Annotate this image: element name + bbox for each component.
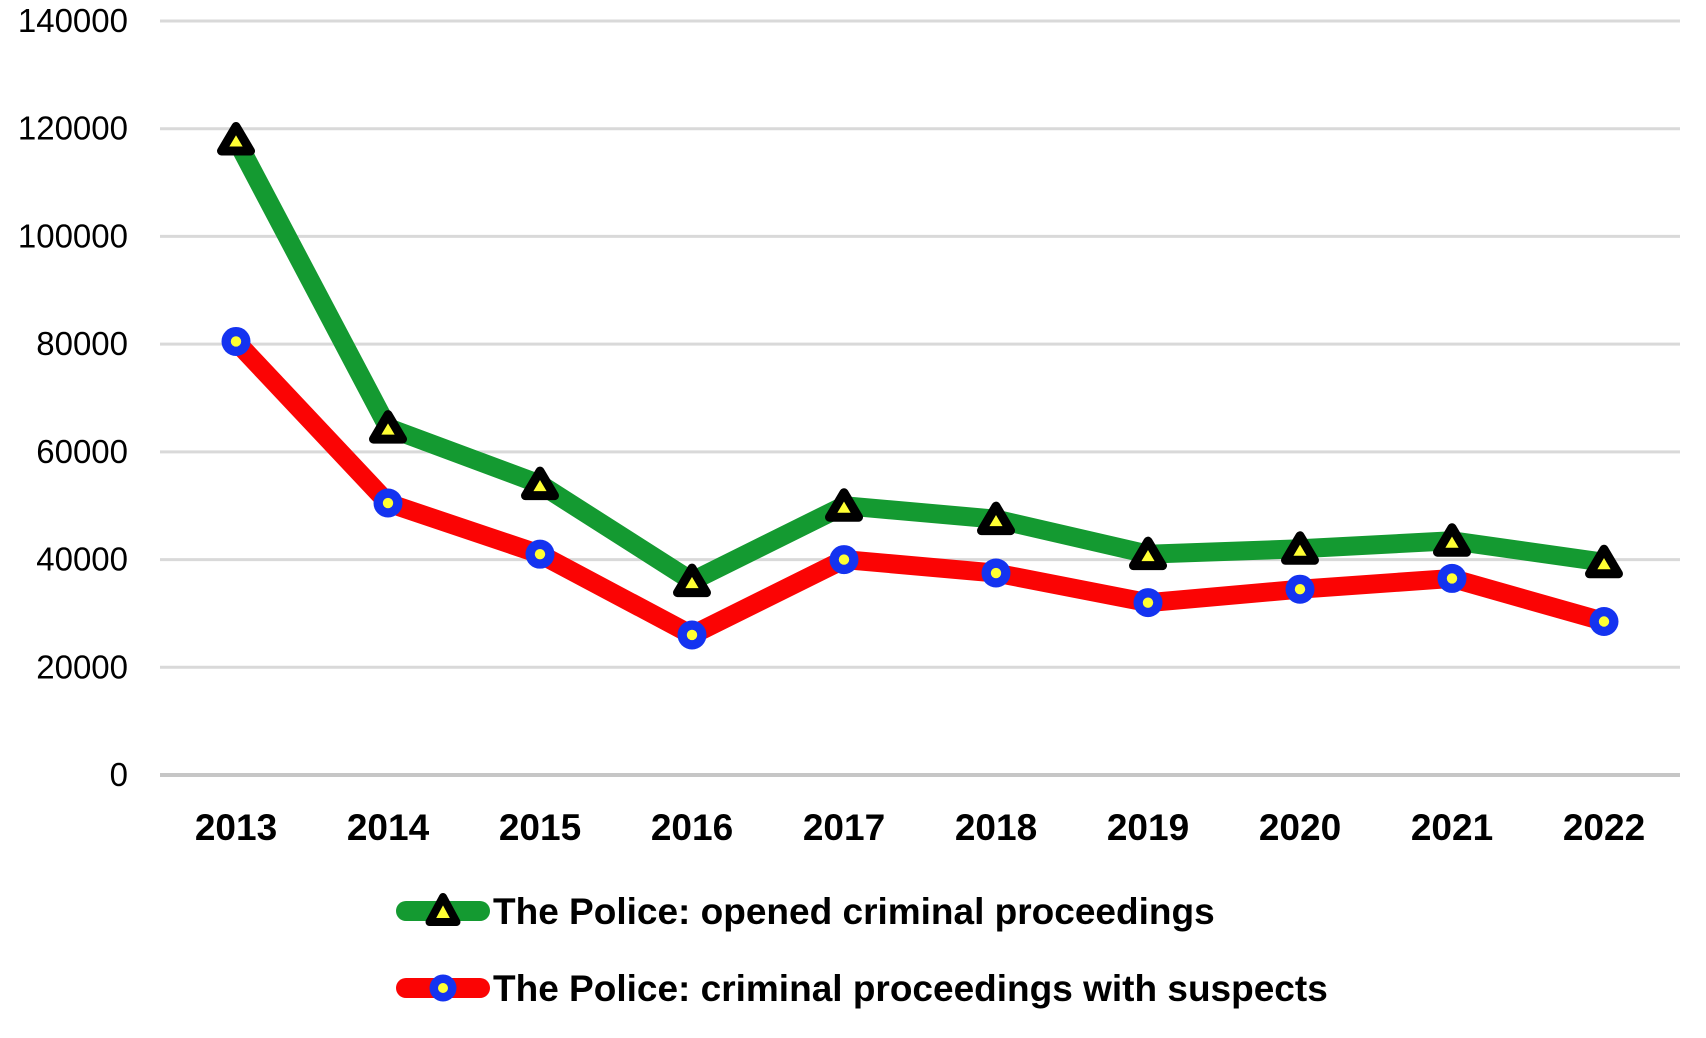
circle-marker-dot [990, 567, 1002, 579]
legend-item-proceedings-with-suspects: The Police: criminal proceedings with su… [393, 966, 1328, 1010]
circle-marker-dot [1142, 597, 1154, 608]
triangle-marker [369, 410, 407, 444]
legend: The Police: opened criminal proceedings … [393, 889, 1328, 1010]
x-axis-tick-label: 2017 [803, 807, 885, 848]
x-axis-tick-label: 2016 [651, 807, 733, 848]
circle-marker-dot [838, 554, 850, 565]
triangle-marker [1129, 536, 1167, 571]
x-axis-tick-label: 2014 [347, 807, 430, 848]
legend-label-opened-proceedings: The Police: opened criminal proceedings [493, 890, 1215, 932]
x-axis-tick-label: 2020 [1259, 807, 1341, 848]
series-line-proceedings-with-suspects [226, 331, 1614, 645]
y-axis-tick-label: 60000 [36, 433, 128, 470]
triangle-marker-icon [425, 893, 461, 926]
x-axis-tick-label: 2018 [955, 807, 1037, 848]
circle-marker-dot [230, 336, 242, 347]
circle-marker-dot [1294, 583, 1306, 595]
y-axis-tick-label: 100000 [18, 217, 128, 254]
legend-circle-series-icon [396, 974, 490, 1002]
triangle-marker [1585, 544, 1623, 579]
circle-marker-dot [534, 548, 546, 560]
triangle-marker [825, 488, 863, 522]
triangle-marker [1433, 523, 1471, 557]
circle-marker-dot [1446, 573, 1458, 584]
x-axis-tick-label: 2015 [499, 807, 581, 848]
circle-marker-dot [1598, 616, 1610, 627]
triangle-marker [1281, 531, 1319, 565]
triangle-marker [977, 501, 1015, 536]
x-axis-tick-label: 2013 [195, 807, 277, 848]
x-axis-tick-label: 2022 [1563, 807, 1645, 848]
y-axis-tick-label: 0 [110, 756, 128, 793]
y-axis-tick-label: 20000 [36, 648, 128, 685]
y-axis-tick-label: 140000 [18, 2, 128, 39]
triangle-marker [521, 466, 559, 501]
legend-triangle-series-icon [396, 893, 490, 926]
y-axis-tick-label: 120000 [18, 110, 128, 147]
circle-marker-dot-icon [438, 983, 448, 993]
circle-marker-dot [686, 629, 698, 641]
legend-label-proceedings-with-suspects: The Police: criminal proceedings with su… [493, 967, 1328, 1009]
series-line-opened-proceedings [226, 129, 1614, 591]
circle-marker-dot [382, 497, 394, 509]
x-axis-tick-label: 2021 [1411, 807, 1493, 848]
legend-item-opened-proceedings: The Police: opened criminal proceedings [393, 889, 1328, 933]
triangle-marker [217, 121, 255, 156]
x-axis-tick-label: 2019 [1107, 807, 1189, 848]
y-axis-tick-label: 40000 [36, 541, 128, 578]
y-axis-tick-label: 80000 [36, 325, 128, 362]
triangle-marker [673, 563, 711, 598]
